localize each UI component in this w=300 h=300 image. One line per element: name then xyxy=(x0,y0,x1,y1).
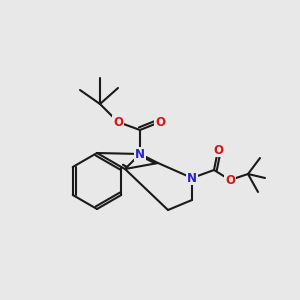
Text: O: O xyxy=(155,116,165,128)
Text: O: O xyxy=(113,116,123,128)
Text: O: O xyxy=(213,143,223,157)
Text: O: O xyxy=(225,173,235,187)
Text: N: N xyxy=(135,148,145,160)
Text: N: N xyxy=(187,172,197,184)
